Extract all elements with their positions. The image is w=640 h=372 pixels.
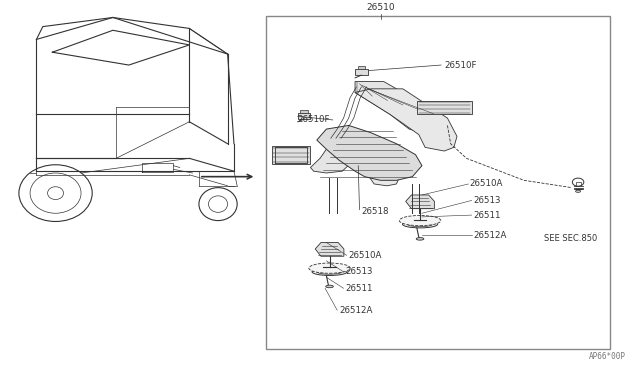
Ellipse shape [399,215,441,226]
Polygon shape [317,125,422,180]
Bar [266,16,610,349]
Text: 26510A: 26510A [470,179,503,189]
Ellipse shape [309,263,350,273]
Bar [355,69,368,75]
Ellipse shape [326,285,333,288]
Text: 26510A: 26510A [349,251,382,260]
Polygon shape [339,149,399,186]
Text: SEE SEC.850: SEE SEC.850 [544,234,597,243]
Text: 26513: 26513 [346,267,373,276]
Ellipse shape [416,238,424,240]
Text: AP66*00P: AP66*00P [589,352,626,362]
Bar [298,113,310,119]
Polygon shape [316,243,344,256]
Polygon shape [406,195,435,209]
Bar [272,145,310,164]
Bar [417,100,472,115]
Text: 26512A: 26512A [473,231,506,240]
Bar [358,66,365,69]
Bar [300,110,308,113]
Polygon shape [355,81,447,137]
Text: 26510F: 26510F [297,115,330,125]
Ellipse shape [575,190,580,192]
Text: 26511: 26511 [473,211,500,219]
Text: 26512A: 26512A [339,306,372,315]
Text: 26510F: 26510F [444,61,477,70]
Text: 26510: 26510 [366,3,395,12]
Text: 26513: 26513 [473,196,500,205]
Text: 26518: 26518 [362,207,389,216]
Text: 26511: 26511 [346,284,373,293]
Polygon shape [355,89,457,151]
Ellipse shape [312,268,347,275]
Polygon shape [310,144,355,173]
Ellipse shape [403,221,438,228]
